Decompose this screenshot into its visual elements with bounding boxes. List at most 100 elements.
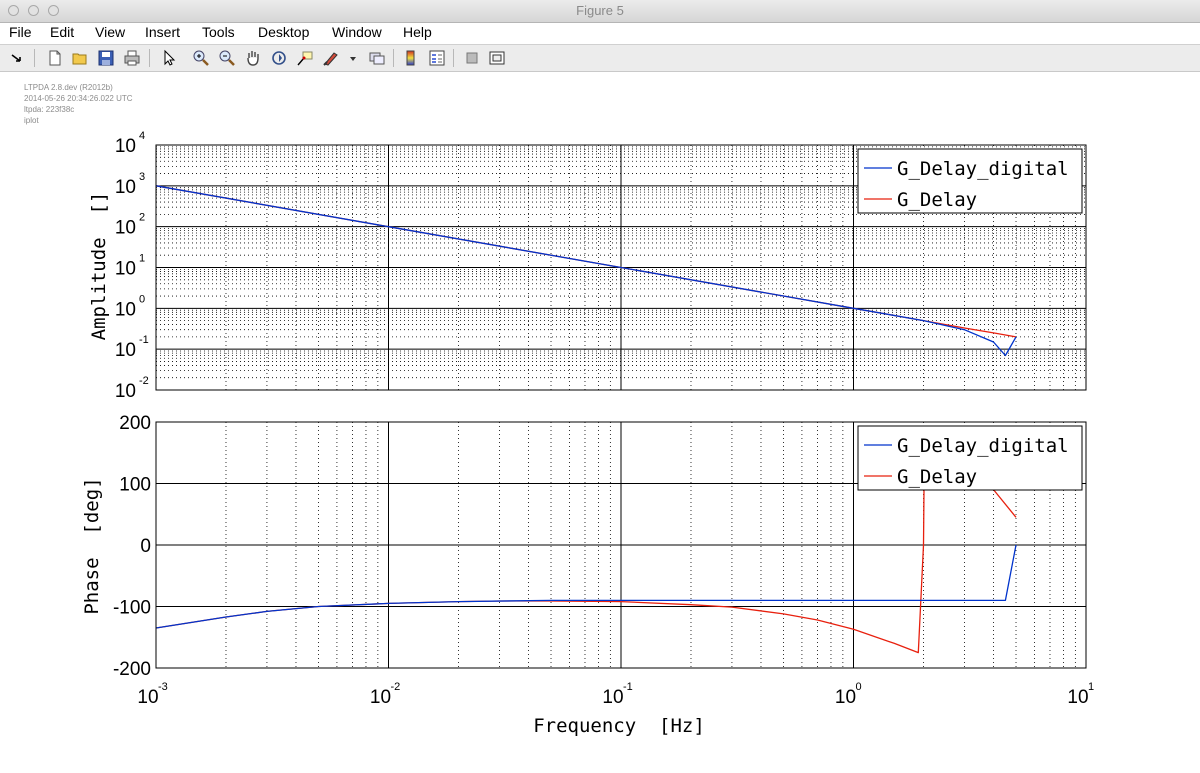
phase-series-g-delay-digital [155,544,1017,629]
legend-box [857,148,1083,214]
plot-frame [155,144,1087,391]
brush-dropdown-icon[interactable] [344,49,356,67]
tick-label-exponent: 1 [1088,681,1094,693]
metadata-timestamp: 2014-05-26 20:34:26.022 UTC [24,94,133,103]
tick-label-base: 10 [835,687,856,708]
link-plot-icon[interactable] [368,49,386,67]
data-cursor-icon[interactable] [296,49,314,67]
zoom-window-button[interactable] [48,5,59,16]
tick-label-exponent: -2 [139,375,149,387]
colorbar-icon[interactable] [402,49,420,67]
brush-icon[interactable] [322,49,340,67]
tick-label-base: 10 [115,218,136,239]
tick-label: 10 -1 [115,334,149,361]
tick-label-base: 10 [1067,687,1088,708]
legend-label: G_Delay [897,466,977,488]
zoom-out-icon[interactable] [218,49,236,67]
legend-label: G_Delay [897,189,977,211]
title-bar: Figure 5 [0,0,1200,23]
tick-label: 10 4 [115,130,145,157]
legend: G_Delay_digital G_Delay [857,148,1083,214]
legend-label: G_Delay_digital [897,435,1069,457]
dock-arrow-icon[interactable] [8,49,26,67]
show-plot-tools-icon[interactable] [488,49,506,67]
tick-label-exponent: -1 [139,334,149,346]
rotate-3d-icon[interactable] [270,49,288,67]
tick-label: 10 -3 [137,681,167,708]
tick-label-exponent: 4 [139,130,145,142]
select-arrow-icon[interactable] [160,49,178,67]
plot-frame [155,421,1087,669]
window-title: Figure 5 [576,3,624,18]
hide-plot-tools-icon[interactable] [463,49,481,67]
tick-label-exponent: -1 [623,681,633,693]
menu-desktop[interactable]: Desktop [258,24,310,40]
phase-ylabel: Phase [deg] [81,477,103,614]
tick-label-exponent: 0 [139,293,145,305]
tick-label: 10 1 [1067,681,1094,708]
tick-label: 10 3 [115,171,145,198]
y-tick-label: -200 [113,659,151,680]
tick-label-base: 10 [115,381,136,402]
menu-window[interactable]: Window [332,24,382,40]
y-tick-label: 200 [119,413,151,434]
amplitude-ylabel: Amplitude [] [88,192,110,341]
legend-label: G_Delay_digital [897,158,1069,180]
tick-label: 10 -2 [370,681,400,708]
tick-label: 10 -1 [602,681,632,708]
tick-label: 10 0 [115,293,145,320]
tick-label-exponent: -2 [391,681,401,693]
tick-label-base: 10 [115,340,136,361]
tick-label: 10 0 [835,681,862,708]
legend: G_Delay_digital G_Delay [857,425,1083,491]
tick-label-base: 10 [115,177,136,198]
y-tick-label: 0 [140,536,151,557]
tick-label-base: 10 [115,259,136,280]
tick-label-base: 10 [115,299,136,320]
zoom-in-icon[interactable] [192,49,210,67]
toolbar-separator [34,49,35,67]
close-window-button[interactable] [8,5,19,16]
menu-view[interactable]: View [95,24,126,40]
menu-tools[interactable]: Tools [202,24,235,40]
axis-labels: Amplitude [] Phase [deg] Frequency [Hz] [81,192,705,737]
minimize-window-button[interactable] [28,5,39,16]
menu-bar: File Edit View Insert Tools Desktop Wind… [0,23,1200,45]
toolbar-separator [149,49,150,67]
save-icon[interactable] [97,49,115,67]
tick-label-base: 10 [370,687,391,708]
tick-label-exponent: 3 [139,171,145,183]
new-figure-icon[interactable] [46,49,64,67]
tick-label-exponent: 1 [139,253,145,265]
frequency-xlabel: Frequency [Hz] [533,715,705,737]
amplitude-series-g-delay-digital [155,185,1017,357]
y-tick-label: 100 [119,475,151,496]
metadata-version: LTPDA 2.8.dev (R2012b) [24,83,113,92]
tick-label-exponent: 0 [856,681,862,693]
plot-metadata: LTPDA 2.8.dev (R2012b) 2014-05-26 20:34:… [24,82,133,126]
pan-hand-icon[interactable] [244,49,262,67]
menu-insert[interactable]: Insert [145,24,181,40]
tick-label: 10 -2 [115,375,149,402]
tick-label: 10 1 [115,253,145,280]
tick-label: 10 2 [115,212,145,239]
tick-label-exponent: 2 [139,212,145,224]
tick-label-base: 10 [602,687,623,708]
tick-label-exponent: -3 [158,681,168,693]
print-icon[interactable] [123,49,141,67]
menu-file[interactable]: File [9,24,32,40]
tick-label-base: 10 [137,687,158,708]
tick-label-base: 10 [115,136,136,157]
metadata-hash: ltpda: 223f38c [24,105,75,114]
menu-edit[interactable]: Edit [50,24,75,40]
legend-icon[interactable] [428,49,446,67]
metadata-function: iplot [24,116,39,125]
toolbar-separator [393,49,394,67]
open-file-icon[interactable] [71,49,89,67]
menu-help[interactable]: Help [403,24,432,40]
y-tick-label: -100 [113,598,151,619]
legend-box [857,425,1083,491]
